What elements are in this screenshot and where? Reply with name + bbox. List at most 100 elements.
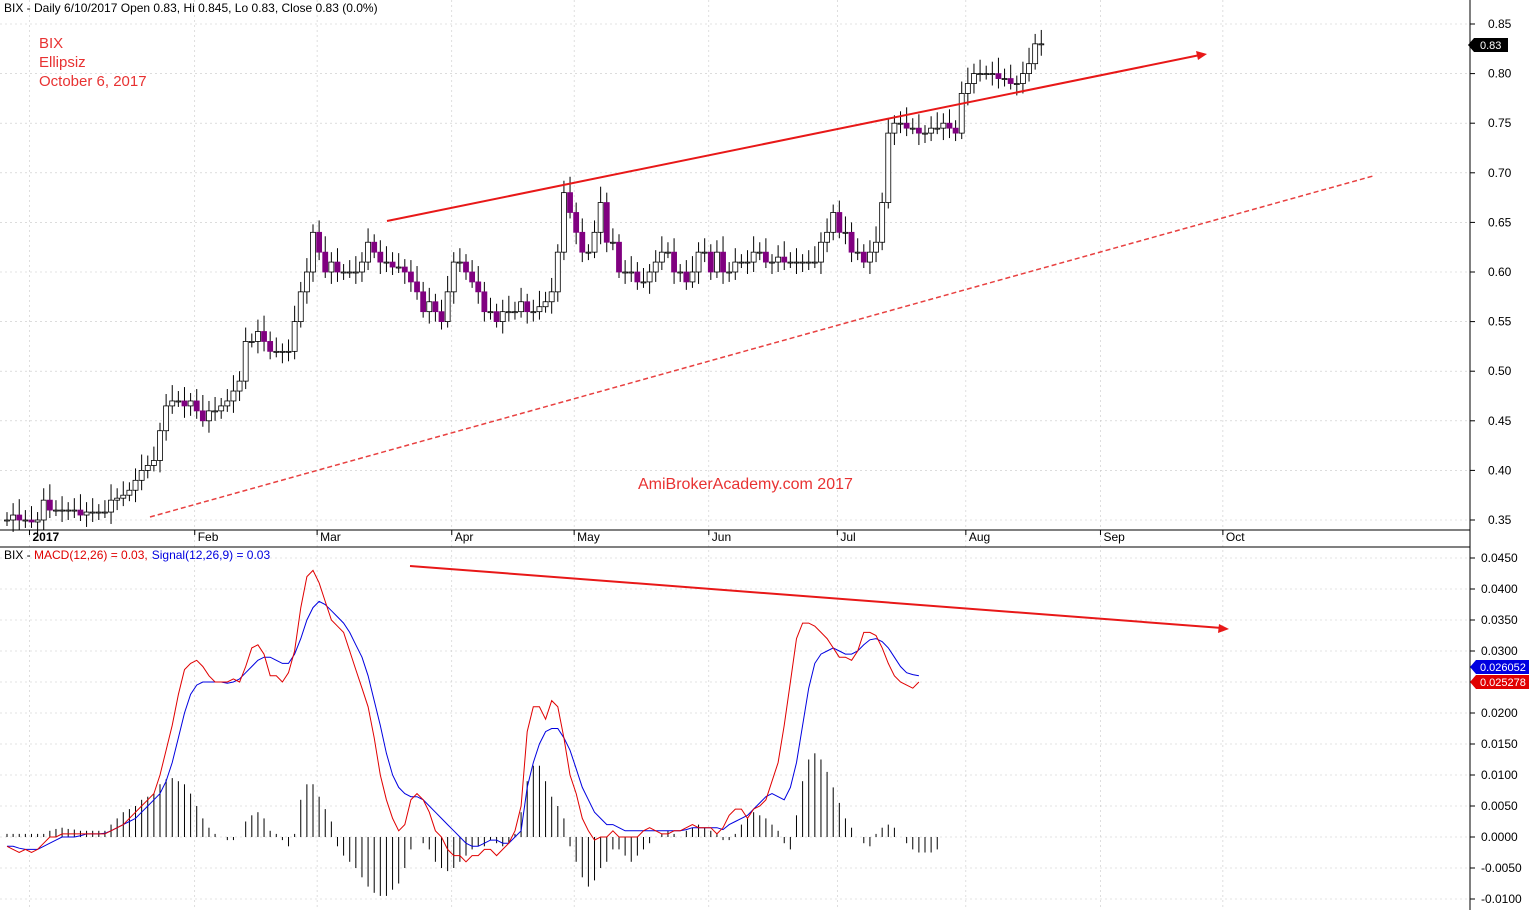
candle-down bbox=[267, 341, 274, 352]
candle-down bbox=[322, 251, 329, 273]
macd-tick-label: -0.0100 bbox=[1481, 892, 1522, 906]
candle-down bbox=[414, 281, 420, 293]
price-pane[interactable] bbox=[4, 29, 1045, 534]
candle-down bbox=[389, 261, 396, 268]
candle-up bbox=[793, 261, 800, 264]
candle-down bbox=[634, 271, 641, 283]
candle-up bbox=[897, 122, 904, 125]
candle-up bbox=[248, 341, 255, 343]
support-trendline[interactable] bbox=[149, 175, 1374, 518]
candle-up bbox=[805, 261, 812, 264]
candle-down bbox=[762, 251, 769, 263]
candle-up bbox=[665, 251, 671, 254]
candle-down bbox=[46, 499, 53, 511]
macd-tick-label: 0.0000 bbox=[1481, 830, 1518, 844]
last-price-value: 0.83 bbox=[1480, 40, 1501, 52]
candle-up bbox=[928, 127, 935, 134]
candle-up bbox=[279, 350, 286, 353]
candle-down bbox=[860, 251, 867, 263]
candle-up bbox=[102, 511, 108, 514]
candle-down bbox=[1007, 78, 1014, 84]
candle-up bbox=[646, 271, 653, 283]
candle-up bbox=[554, 251, 561, 293]
candle-up bbox=[738, 261, 745, 264]
candle-up bbox=[291, 321, 298, 352]
macd-pane-title: BIX - MACD(12,26) = 0.03, Signal(12,26,9)… bbox=[4, 548, 270, 562]
candle-up bbox=[536, 306, 543, 313]
candle-up bbox=[144, 465, 151, 471]
candle-down bbox=[995, 73, 1002, 79]
candle-down bbox=[481, 291, 488, 313]
candle-down bbox=[199, 410, 206, 422]
price-grid bbox=[0, 0, 1470, 910]
candle-up bbox=[83, 511, 90, 516]
candle-up bbox=[873, 241, 879, 253]
candle-up bbox=[689, 271, 696, 283]
candle-down bbox=[401, 266, 408, 273]
candle-up bbox=[206, 410, 212, 422]
month-label: Sep bbox=[1103, 530, 1125, 544]
macd-line bbox=[6, 569, 920, 863]
candle-up bbox=[365, 241, 371, 263]
candle-up bbox=[297, 291, 304, 322]
macd-divergence-line[interactable] bbox=[409, 565, 1229, 633]
candle-up bbox=[340, 271, 347, 274]
candle-up bbox=[518, 301, 524, 313]
candle-up bbox=[1013, 83, 1020, 85]
candle-up bbox=[395, 266, 402, 269]
macd-value-badge: 0.025278 bbox=[1470, 675, 1529, 689]
candle-up bbox=[964, 83, 971, 94]
candle-down bbox=[371, 241, 378, 253]
candle-up bbox=[622, 271, 629, 274]
candle-down bbox=[316, 231, 323, 253]
macd-pane[interactable] bbox=[6, 569, 943, 896]
price-tick-label: 0.65 bbox=[1488, 215, 1512, 229]
annotation-ticker: BIX bbox=[39, 35, 63, 52]
candle-up bbox=[59, 509, 65, 512]
candle-down bbox=[493, 311, 500, 322]
candle-up bbox=[548, 291, 555, 303]
month-label: Apr bbox=[455, 530, 474, 544]
candle-up bbox=[218, 405, 225, 412]
price-tick-label: 0.80 bbox=[1488, 67, 1512, 81]
candle-up bbox=[824, 231, 830, 243]
candle-up bbox=[303, 271, 310, 293]
candle-up bbox=[658, 251, 665, 263]
arrow-head-icon bbox=[1196, 51, 1207, 60]
candle-down bbox=[432, 301, 439, 313]
macd-tick-label: 0.0200 bbox=[1481, 706, 1518, 720]
candle-down bbox=[181, 400, 188, 407]
candle-down bbox=[567, 192, 573, 213]
candle-up bbox=[934, 127, 941, 130]
price-axis-ticks: 0.35 0.40 0.45 0.50 0.55 0.60 0.65 0.70 0.75 0.80… bbox=[1470, 17, 1512, 527]
candle-up bbox=[426, 301, 433, 313]
candle-up bbox=[744, 261, 751, 264]
resistance-trendline[interactable] bbox=[386, 51, 1207, 222]
candle-up bbox=[383, 261, 390, 264]
arrow-head-icon bbox=[1218, 624, 1229, 633]
candle-up bbox=[34, 519, 41, 523]
candle-up bbox=[879, 202, 886, 243]
candle-up bbox=[212, 410, 218, 413]
candle-up bbox=[126, 489, 133, 496]
macd-tick-label: 0.0350 bbox=[1481, 613, 1518, 627]
price-tick-label: 0.45 bbox=[1488, 414, 1512, 428]
signal-value-badge: 0.026052 bbox=[1470, 660, 1529, 674]
candle-up bbox=[561, 192, 567, 253]
candle-up bbox=[505, 311, 512, 314]
candle-up bbox=[597, 202, 604, 233]
candle-up bbox=[450, 261, 457, 293]
candle-up bbox=[677, 271, 684, 274]
price-tick-label: 0.75 bbox=[1488, 116, 1512, 130]
candle-up bbox=[95, 511, 102, 514]
candle-up bbox=[132, 479, 139, 491]
candle-down bbox=[463, 261, 469, 273]
candle-up bbox=[352, 271, 359, 274]
candle-up bbox=[4, 519, 10, 522]
candle-up bbox=[811, 261, 818, 264]
candle-down bbox=[952, 127, 959, 134]
signal-value: 0.026052 bbox=[1480, 662, 1526, 674]
candle-up bbox=[701, 251, 708, 254]
price-tick-label: 0.55 bbox=[1488, 315, 1512, 329]
month-label: Feb bbox=[198, 530, 219, 544]
